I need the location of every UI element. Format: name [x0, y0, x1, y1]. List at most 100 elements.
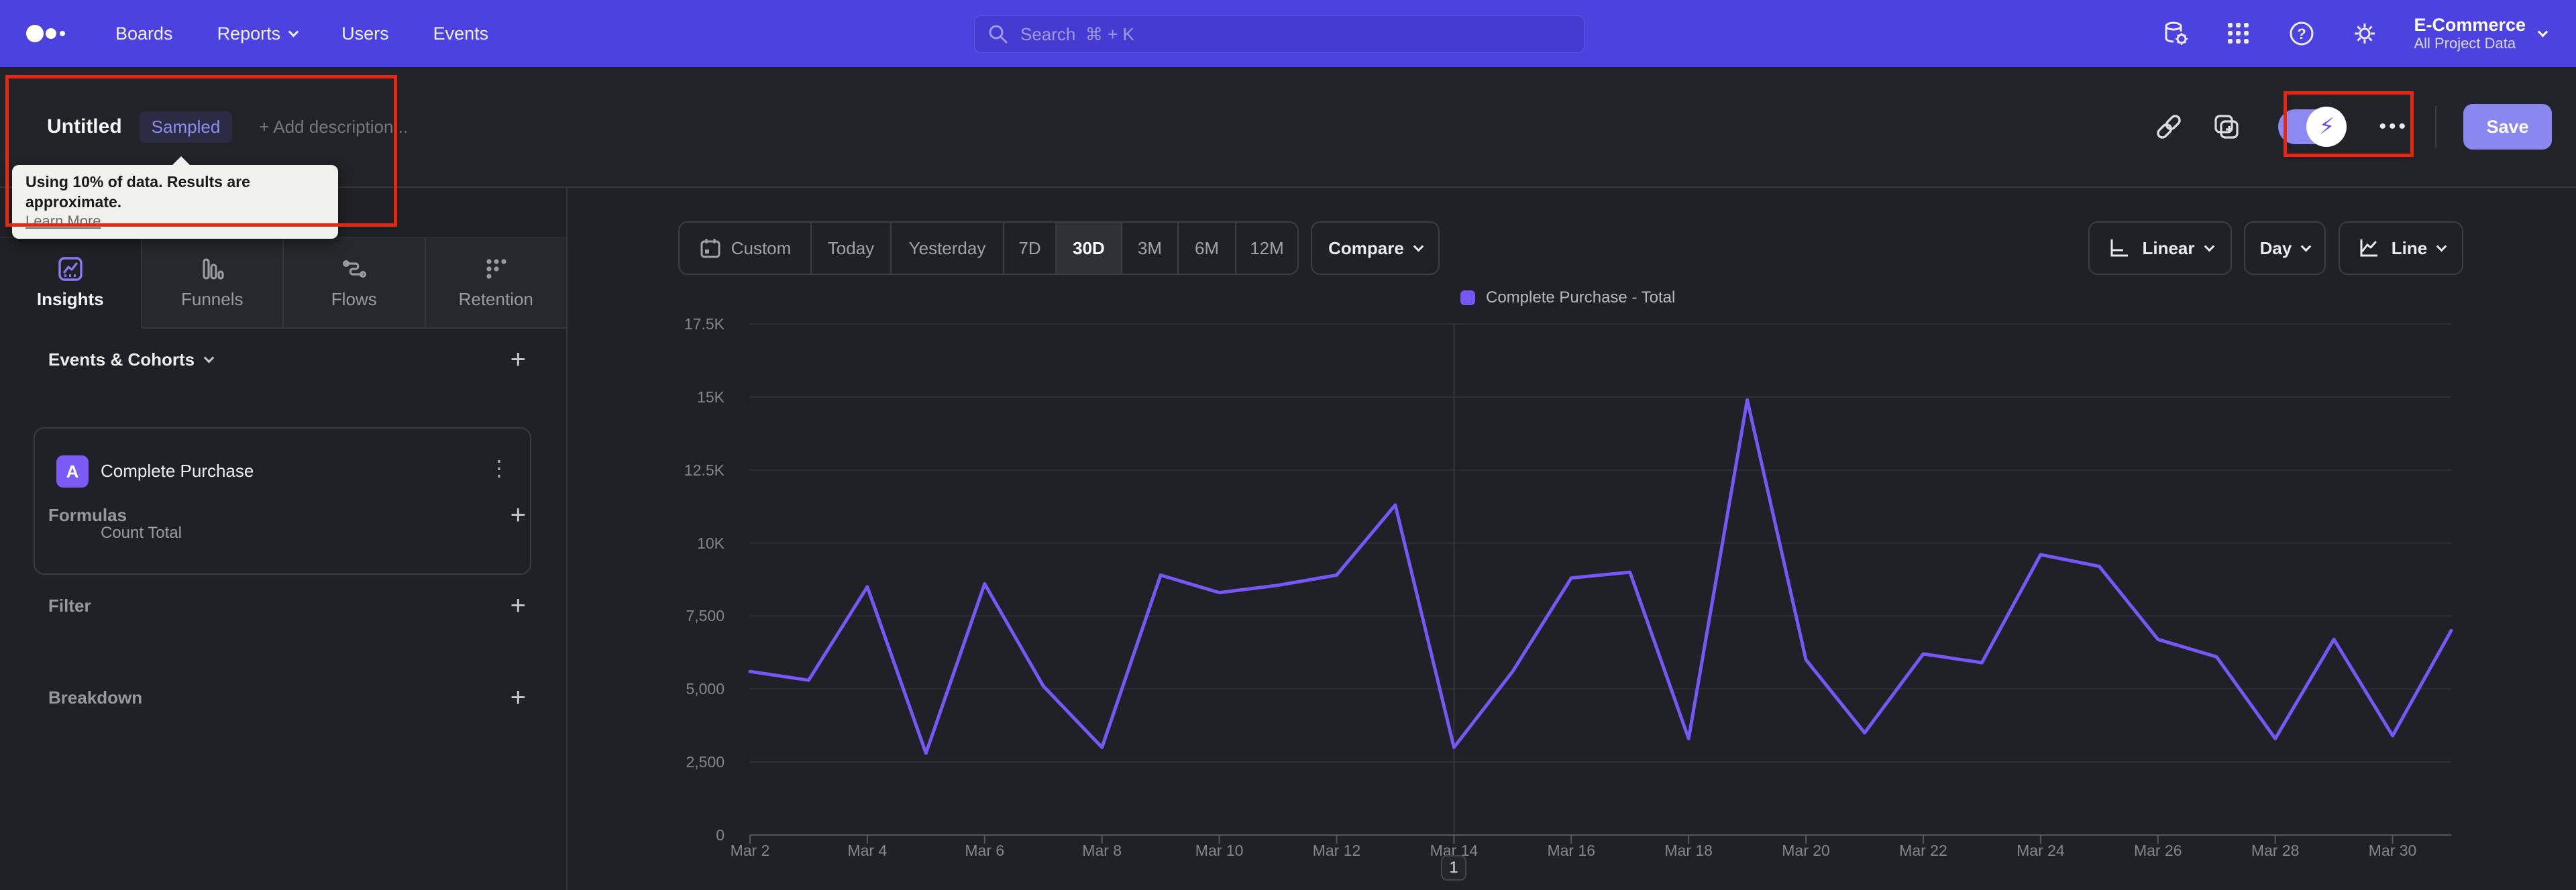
lightning-bolt-icon: ⚡: [2306, 107, 2347, 147]
data-management-icon[interactable]: [2161, 19, 2190, 48]
pagination-badge[interactable]: 1: [1441, 855, 1466, 881]
copy-to-board-icon[interactable]: [2211, 111, 2242, 142]
nav-users[interactable]: Users: [341, 23, 389, 44]
formulas-row: Formulas +: [48, 500, 526, 530]
retention-icon: [486, 259, 506, 279]
y-axis-tick-label: 15K: [697, 388, 724, 406]
add-filter-button[interactable]: +: [510, 591, 526, 620]
apps-grid-icon[interactable]: [2224, 19, 2253, 48]
event-kebab-menu[interactable]: ⋮: [488, 456, 510, 480]
mixpanel-logo-icon[interactable]: [24, 19, 68, 48]
project-switcher[interactable]: E-Commerce All Project Data: [2414, 15, 2548, 52]
share-link-icon[interactable]: [2153, 111, 2184, 142]
range-custom[interactable]: Custom: [680, 223, 812, 274]
event-name[interactable]: Complete Purchase: [101, 461, 254, 481]
sampling-toggle[interactable]: ⚡: [2278, 107, 2347, 147]
settings-gear-icon[interactable]: [2351, 19, 2379, 48]
nav-reports-label: Reports: [217, 23, 281, 44]
compare-label: Compare: [1328, 237, 1404, 258]
chart-legend[interactable]: Complete Purchase - Total: [1460, 288, 1675, 307]
range-7d[interactable]: 7D: [1004, 223, 1057, 274]
x-axis-tick-label: Mar 16: [1547, 842, 1596, 859]
x-axis-tick-label: Mar 2: [730, 842, 770, 859]
chevron-down-icon: [203, 352, 215, 363]
x-axis-tick-label: Mar 26: [2133, 842, 2182, 859]
range-yesterday[interactable]: Yesterday: [892, 223, 1004, 274]
save-button[interactable]: Save: [2463, 104, 2552, 150]
project-scope: All Project Data: [2414, 35, 2516, 52]
line-chart[interactable]: [568, 188, 2576, 890]
add-breakdown-button[interactable]: +: [510, 683, 526, 712]
chart-type-selector[interactable]: Line: [2339, 221, 2463, 275]
range-30d[interactable]: 30D: [1057, 223, 1122, 274]
sampled-badge[interactable]: Sampled: [139, 111, 233, 143]
add-formula-button[interactable]: +: [510, 500, 526, 530]
range-6m-label: 6M: [1194, 237, 1220, 258]
search-bar[interactable]: [974, 15, 1585, 53]
top-nav: Boards Reports Users Events: [0, 0, 2576, 67]
tab-retention[interactable]: Retention: [425, 238, 566, 329]
help-icon[interactable]: ?: [2288, 19, 2316, 48]
tab-insights-label: Insights: [36, 289, 104, 309]
tab-funnels-label: Funnels: [181, 289, 244, 309]
nav-reports[interactable]: Reports: [217, 23, 299, 44]
x-axis-tick-label: Mar 30: [2368, 842, 2417, 859]
y-axis-tick-label: 10K: [697, 534, 724, 552]
tab-flows-label: Flows: [331, 289, 377, 309]
x-axis-tick-label: Mar 8: [1082, 842, 1122, 859]
tab-retention-label: Retention: [458, 289, 533, 309]
report-type-tabs: Insights Funnels Flows: [0, 237, 566, 329]
x-axis-tick-label: Mar 20: [1782, 842, 1830, 859]
line-chart-icon: [2360, 239, 2377, 257]
tab-flows[interactable]: Flows: [284, 238, 426, 329]
linear-axis-icon: [2110, 239, 2129, 257]
compare-button[interactable]: Compare: [1311, 221, 1440, 275]
x-axis-tick-label: Mar 24: [2017, 842, 2065, 859]
scale-selector[interactable]: Linear: [2088, 221, 2232, 275]
add-description[interactable]: + Add description...: [259, 116, 409, 137]
range-3m-label: 3M: [1137, 237, 1163, 258]
chevron-down-icon: [2537, 26, 2548, 37]
interval-selector[interactable]: Day: [2244, 221, 2326, 275]
chart-pane: Custom Today Yesterday 7D 30D 3M 6M 12M …: [568, 188, 2576, 890]
scale-label: Linear: [2142, 237, 2195, 258]
events-cohorts-label: Events & Cohorts: [48, 349, 195, 370]
legend-swatch: [1460, 290, 1475, 305]
add-event-button[interactable]: +: [510, 345, 526, 374]
nav-events[interactable]: Events: [433, 23, 489, 44]
range-custom-label: Custom: [731, 237, 792, 258]
query-sidebar: Insights Funnels Flows: [0, 188, 568, 890]
nav-right-icons: ? E-Commerce All Project Data: [2161, 0, 2548, 67]
search-icon: [989, 25, 1008, 44]
learn-more-link[interactable]: Learn More: [25, 213, 101, 229]
tooltip-caret: [171, 156, 191, 166]
y-axis-tick-label: 5,000: [686, 680, 724, 698]
funnels-icon: [203, 258, 224, 280]
x-axis-tick-label: Mar 6: [965, 842, 1005, 859]
chart-type-label: Line: [2391, 237, 2428, 258]
nav-boards[interactable]: Boards: [115, 23, 173, 44]
report-header: Untitled Sampled + Add description...: [0, 67, 2576, 188]
breakdown-row: Breakdown +: [48, 683, 526, 712]
report-title[interactable]: Untitled: [47, 115, 122, 137]
events-cohorts-heading[interactable]: Events & Cohorts: [48, 349, 215, 370]
project-name: E-Commerce: [2414, 15, 2526, 35]
range-6m[interactable]: 6M: [1179, 223, 1236, 274]
event-metric[interactable]: Count Total: [101, 524, 182, 542]
event-card[interactable]: A Complete Purchase ⋮ Count Total: [34, 427, 531, 575]
tab-insights[interactable]: Insights: [0, 238, 142, 329]
insights-icon: [58, 257, 83, 281]
range-today-label: Today: [827, 237, 875, 258]
range-today[interactable]: Today: [812, 223, 892, 274]
more-options-button[interactable]: •••: [2379, 115, 2408, 137]
sampling-tooltip: Using 10% of data. Results are approxima…: [12, 156, 338, 239]
x-axis-tick-label: Mar 4: [847, 842, 888, 859]
tab-funnels[interactable]: Funnels: [142, 238, 284, 329]
interval-label: Day: [2259, 237, 2292, 258]
range-12m[interactable]: 12M: [1236, 223, 1297, 274]
tooltip-text: Using 10% of data. Results are approxima…: [25, 173, 250, 211]
date-range-group: Custom Today Yesterday 7D 30D 3M 6M 12M: [678, 221, 1299, 275]
range-3m[interactable]: 3M: [1122, 223, 1179, 274]
flows-icon: [342, 260, 366, 278]
search-input[interactable]: [1019, 23, 1572, 46]
